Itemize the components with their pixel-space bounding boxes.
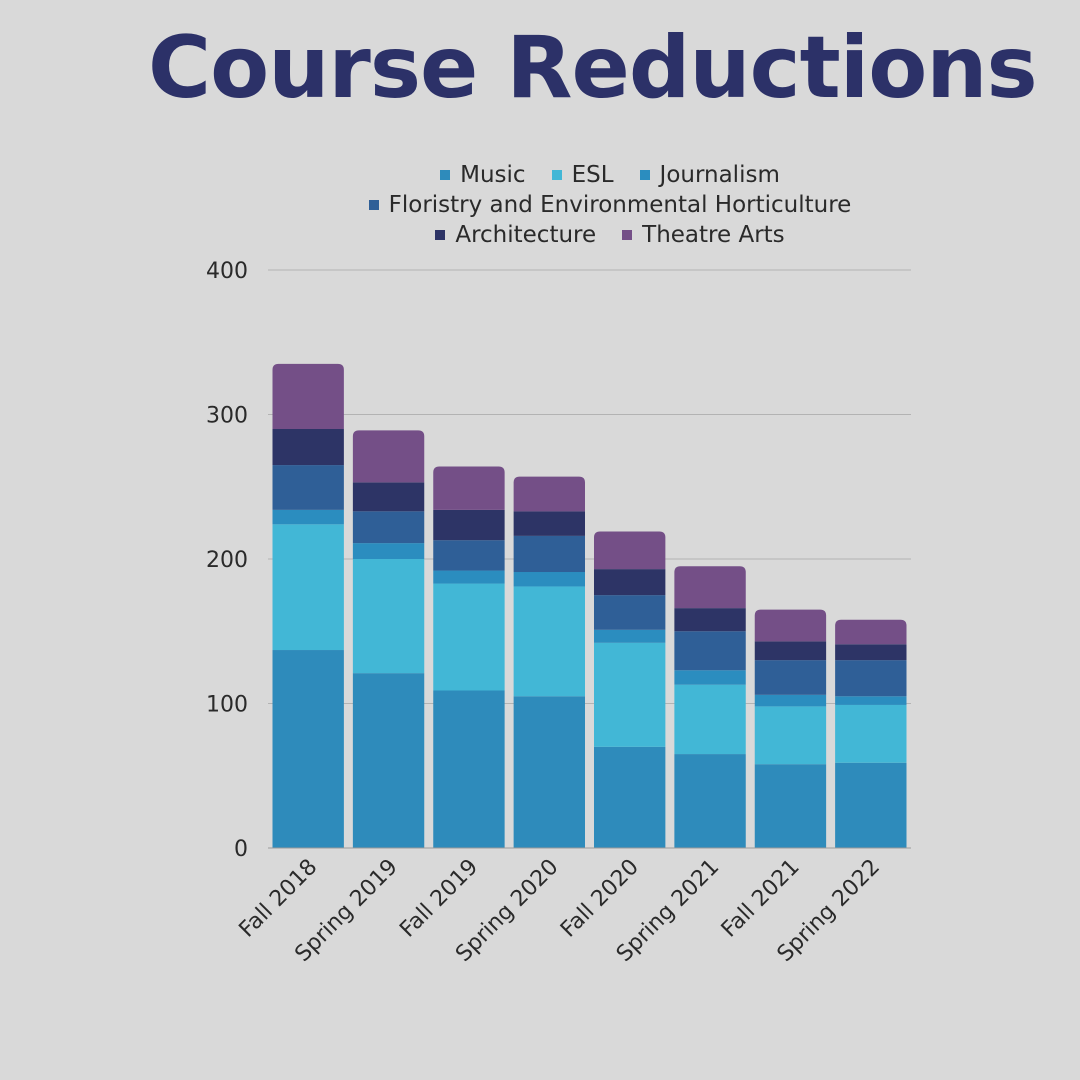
bar-segment-music: [433, 690, 505, 848]
legend-swatch-esl: [551, 170, 562, 180]
bar-segment-music: [754, 764, 827, 848]
bar-segment-architecture: [754, 641, 827, 661]
bar-segment-music: [674, 754, 746, 848]
bar-segment-journalism: [754, 694, 827, 707]
bar-segment-music: [513, 696, 585, 848]
bar-segment-music: [835, 762, 907, 848]
bar-segment-theatre-arts: [835, 619, 907, 645]
legend-label-floristry: Floristry and Environmental Horticulture: [388, 192, 852, 218]
bar-segment-architecture: [594, 569, 666, 596]
bar-segment-music: [272, 650, 344, 848]
bar-segment-theatre-arts: [674, 566, 746, 609]
bar-segment-architecture: [352, 482, 425, 512]
bar-segment-architecture: [674, 608, 746, 632]
page-title: Course Reductions: [148, 18, 1038, 118]
bar-segment-architecture: [272, 428, 344, 466]
bar-segment-theatre-arts: [594, 531, 666, 570]
bar-segment-floristry-and-environmental-horticulture: [754, 660, 827, 695]
bar-segment-esl: [352, 559, 425, 674]
y-tick-label: 0: [234, 837, 248, 862]
y-tick-label: 200: [206, 548, 248, 573]
y-tick-label: 400: [206, 259, 248, 284]
bar-segment-journalism: [594, 629, 666, 643]
bar-segment-floristry-and-environmental-horticulture: [352, 511, 425, 544]
bar-segment-esl: [835, 704, 907, 763]
legend-row: Floristry and Environmental Horticulture: [200, 190, 1020, 220]
legend-item-music: Music: [440, 162, 526, 188]
bar-segment-floristry-and-environmental-horticulture: [272, 465, 344, 510]
chart-legend: Music ESL Journalism Floristry and Envir…: [200, 160, 1020, 250]
bar-segment-floristry-and-environmental-horticulture: [674, 631, 746, 671]
bar-segment-theatre-arts: [433, 466, 505, 510]
legend-item-journalism: Journalism: [639, 162, 780, 188]
legend-swatch-floristry: [368, 200, 379, 210]
bar-segment-esl: [433, 583, 505, 691]
bar-segment-floristry-and-environmental-horticulture: [433, 540, 505, 571]
bar-segment-architecture: [433, 509, 505, 541]
bar-segment-journalism: [352, 543, 425, 559]
legend-item-floristry: Floristry and Environmental Horticulture: [368, 192, 852, 218]
legend-swatch-music: [440, 170, 451, 180]
bar-segment-theatre-arts: [272, 363, 344, 429]
bar-segment-floristry-and-environmental-horticulture: [513, 535, 585, 573]
bar-segment-journalism: [433, 570, 505, 584]
legend-label-journalism: Journalism: [659, 162, 780, 188]
bar-segment-journalism: [674, 670, 746, 685]
legend-swatch-journalism: [639, 170, 650, 180]
bar-segment-theatre-arts: [754, 609, 827, 642]
legend-label-architecture: Architecture: [455, 222, 597, 248]
bar-segment-esl: [594, 642, 666, 747]
bar-segment-floristry-and-environmental-horticulture: [594, 595, 666, 630]
bar-segment-esl: [754, 706, 827, 765]
bar-segment-esl: [272, 524, 344, 651]
bar-segment-floristry-and-environmental-horticulture: [835, 660, 907, 697]
bar-segment-theatre-arts: [352, 430, 425, 483]
bar-segment-architecture: [513, 511, 585, 536]
bar-segment-music: [594, 746, 666, 848]
bar-segment-music: [352, 673, 425, 848]
bar-segment-architecture: [835, 644, 907, 661]
bar-segment-theatre-arts: [513, 476, 585, 512]
y-tick-label: 300: [206, 404, 248, 429]
legend-item-architecture: Architecture: [435, 222, 596, 248]
legend-item-theatre-arts: Theatre Arts: [622, 222, 785, 248]
legend-item-esl: ESL: [551, 162, 614, 188]
bar-segment-esl: [674, 684, 746, 755]
bar-segment-journalism: [513, 572, 585, 587]
legend-label-music: Music: [460, 162, 526, 188]
legend-swatch-theatre-arts: [622, 230, 633, 240]
bar-segment-esl: [513, 586, 585, 697]
y-tick-label: 100: [206, 693, 248, 718]
legend-label-esl: ESL: [571, 162, 614, 188]
legend-row: Architecture Theatre Arts: [200, 220, 1020, 250]
bar-segment-journalism: [835, 696, 907, 705]
legend-row: Music ESL Journalism: [200, 160, 1020, 190]
legend-label-theatre-arts: Theatre Arts: [642, 222, 785, 248]
legend-swatch-architecture: [435, 230, 446, 240]
bar-segment-journalism: [272, 509, 344, 525]
